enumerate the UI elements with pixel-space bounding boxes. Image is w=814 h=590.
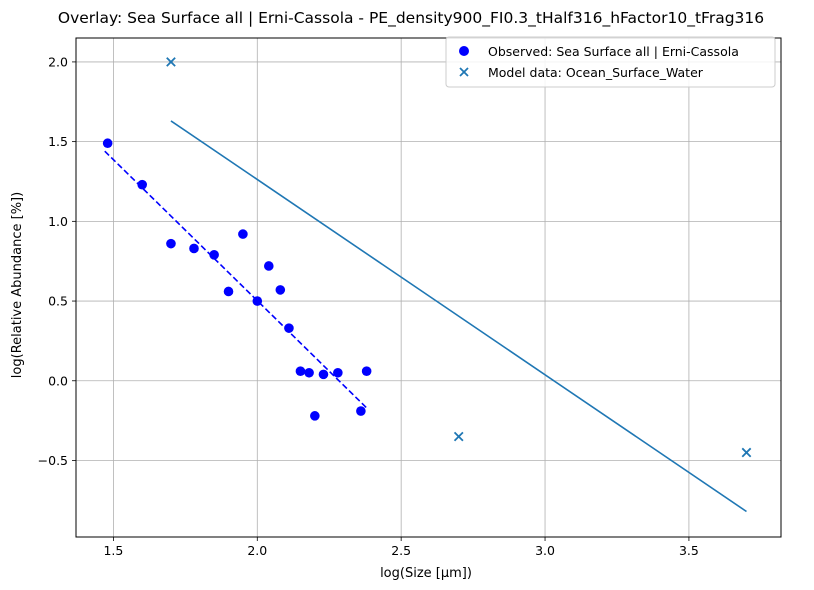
model-line	[170, 120, 747, 513]
observed-point	[310, 411, 320, 421]
grid	[76, 38, 781, 537]
observed-point	[304, 367, 314, 378]
plot-data	[102, 57, 752, 513]
observed-point	[275, 285, 286, 295]
chart-title: Overlay: Sea Surface all | Erni-Cassola …	[58, 9, 764, 28]
observed-point	[263, 261, 274, 271]
legend-marker-observed	[459, 46, 469, 56]
observed-point	[318, 369, 329, 380]
x-tick-label: 2.5	[391, 543, 411, 558]
observed-point	[209, 250, 219, 260]
legend-marker-model	[459, 67, 469, 77]
model-point	[453, 431, 464, 442]
x-tick-label: 2.0	[247, 543, 267, 558]
observed-point	[333, 367, 343, 378]
y-tick-label: 0.0	[48, 373, 68, 388]
observed-point	[295, 366, 306, 376]
observed-point	[166, 238, 176, 249]
x-tick-label: 3.0	[535, 543, 555, 558]
observed-point	[223, 286, 234, 297]
y-axis-label: log(Relative Abundance [%])	[10, 192, 25, 378]
observed-point	[102, 138, 113, 149]
observed-point	[189, 243, 199, 254]
observed-point	[356, 406, 366, 416]
legend: Observed: Sea Surface all | Erni-Cassola…	[445, 36, 776, 88]
observed-fit-line	[104, 150, 368, 409]
model-point	[166, 57, 176, 67]
y-tick-label: −0.5	[38, 453, 68, 468]
model-point	[741, 447, 752, 458]
x-axis-label: log(Size [μm])	[380, 566, 472, 581]
y-tick-label: 0.5	[48, 294, 68, 309]
observed-point	[361, 366, 372, 376]
axis-ticks: 1.5 2.0 2.5 3.0 3.5 −0.5 0.0 0.5 1.0 1.5 2.0	[38, 54, 699, 558]
observed-point	[252, 296, 263, 306]
y-tick-label: 2.0	[48, 54, 68, 69]
x-tick-label: 3.5	[679, 543, 699, 558]
legend-label-observed: Observed: Sea Surface all | Erni-Cassola	[488, 44, 739, 59]
observed-point	[238, 229, 248, 239]
observed-point	[284, 323, 294, 333]
plot-frame	[75, 37, 782, 538]
y-tick-label: 1.0	[48, 214, 68, 229]
legend-label-model: Model data: Ocean_Surface_Water	[488, 65, 704, 80]
observed-point	[137, 179, 147, 190]
x-tick-label: 1.5	[103, 543, 123, 558]
legend-box	[445, 36, 776, 88]
y-tick-label: 1.5	[48, 134, 68, 149]
